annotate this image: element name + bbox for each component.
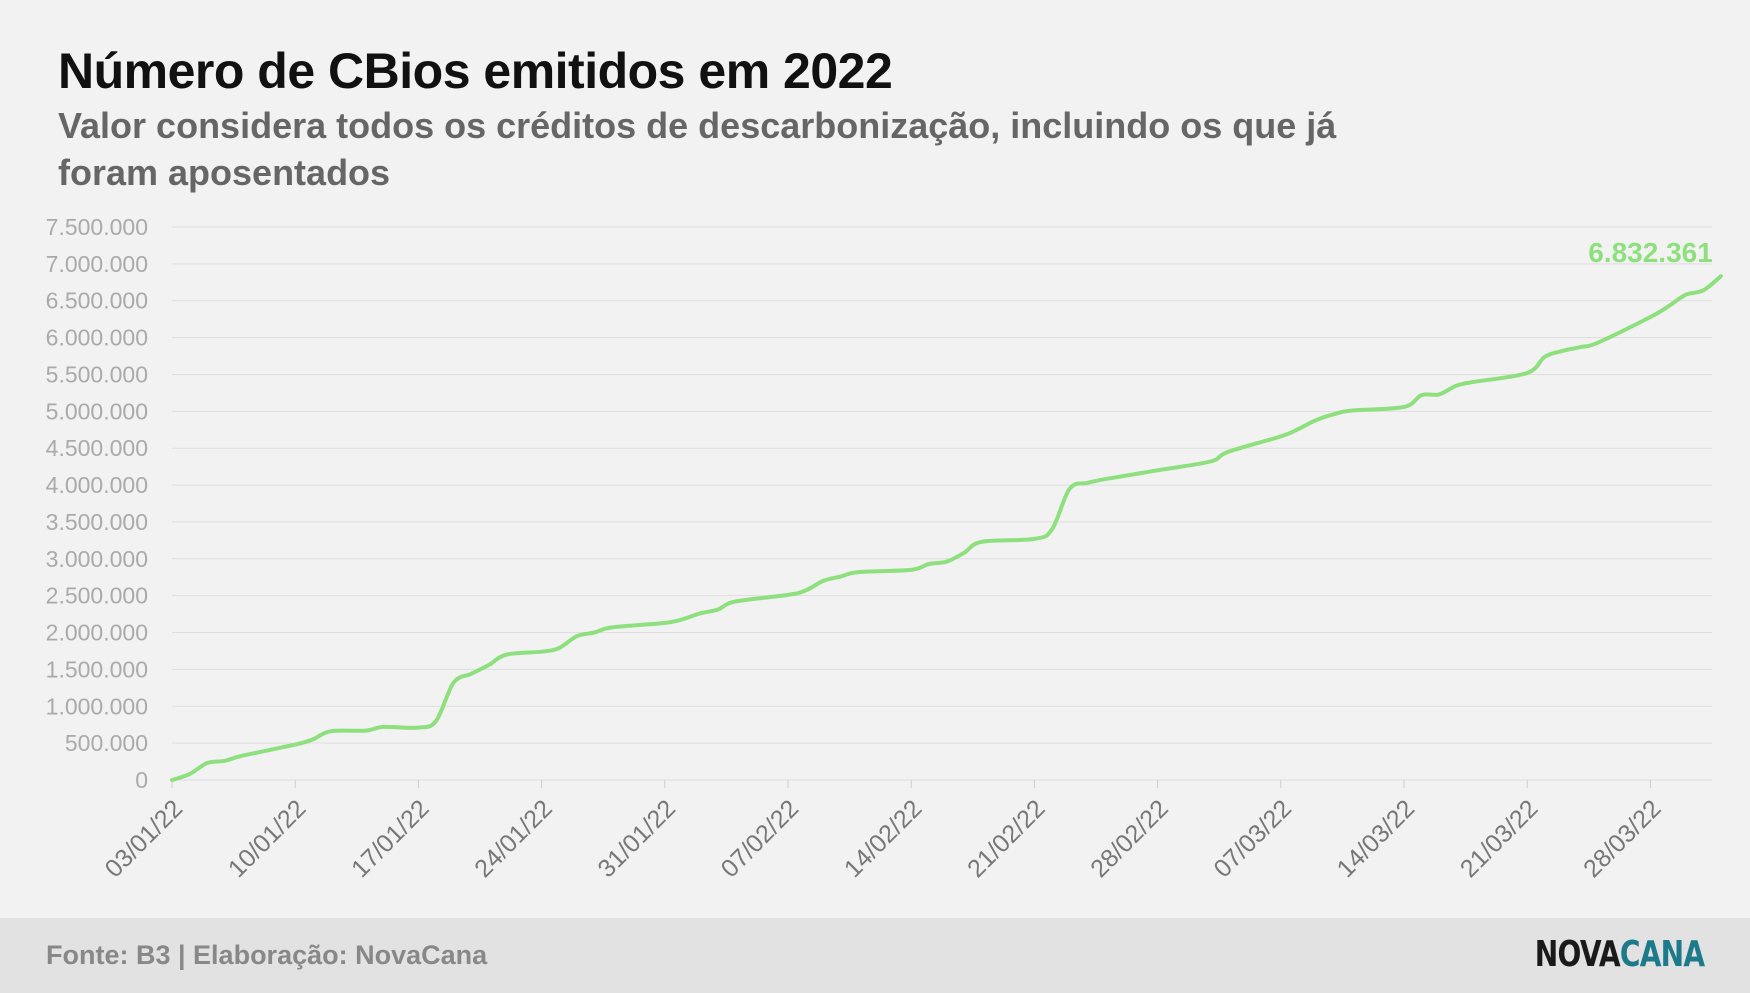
x-tick-label: 10/01/22	[223, 794, 312, 883]
source-credit: Fonte: B3 | Elaboração: NovaCana	[46, 940, 488, 970]
x-tick-label: 24/01/22	[469, 794, 558, 883]
x-tick-label: 14/02/22	[839, 794, 928, 883]
y-tick-label: 5.000.000	[46, 398, 148, 424]
x-tick-label: 21/03/22	[1455, 794, 1544, 883]
x-tick-label: 31/01/22	[592, 794, 681, 883]
grid-lines	[172, 226, 1712, 781]
y-tick-label: 7.000.000	[46, 251, 148, 277]
y-tick-label: 2.500.000	[46, 583, 148, 609]
x-tick-label: 28/02/22	[1085, 794, 1174, 883]
footer-bar: Fonte: B3 | Elaboração: NovaCana NOVACAN…	[0, 918, 1750, 993]
x-tick-label: 21/02/22	[962, 794, 1051, 883]
y-tick-label: 500.000	[65, 730, 148, 756]
x-tick-label: 07/03/22	[1208, 794, 1297, 883]
novacana-logo: NOVACANA	[1534, 934, 1704, 975]
y-tick-label: 3.000.000	[46, 546, 148, 572]
y-tick-label: 5.500.000	[46, 361, 148, 387]
x-tick-label: 28/03/22	[1578, 794, 1667, 883]
chart-title: Número de CBios emitidos em 2022	[58, 43, 893, 99]
y-tick-label: 2.000.000	[46, 620, 148, 646]
y-tick-label: 7.500.000	[46, 214, 148, 240]
y-tick-label: 6.000.000	[46, 325, 148, 351]
y-tick-label: 1.000.000	[46, 693, 148, 719]
y-tick-label: 6.500.000	[46, 288, 148, 314]
x-tick-label: 07/02/22	[716, 794, 805, 883]
y-tick-label: 4.500.000	[46, 435, 148, 461]
y-tick-label: 3.500.000	[46, 509, 148, 535]
line-chart: 0 500.000 1.000.000 1.500.000 2.000.000 2.500…	[46, 214, 1723, 883]
y-axis-ticks: 0 500.000 1.000.000 1.500.000 2.000.000 2.500…	[46, 214, 148, 793]
logo-text-part2: CANA	[1619, 934, 1705, 975]
series-layer	[170, 274, 1723, 782]
series-line	[170, 274, 1723, 782]
y-tick-label: 4.000.000	[46, 472, 148, 498]
x-tick-label: 17/01/22	[346, 794, 435, 883]
x-tick-label: 03/01/22	[100, 794, 189, 883]
x-axis-ticks: 03/01/22 10/01/22 17/01/22 24/01/22 31/01/22…	[100, 780, 1667, 883]
y-tick-label: 1.500.000	[46, 656, 148, 682]
logo-text-part1: NOVA	[1534, 934, 1620, 975]
chart-subtitle: Valor considera todos os créditos de des…	[58, 105, 1337, 193]
x-tick-label: 14/03/22	[1332, 794, 1421, 883]
annotation-layer: 6.832.361	[1588, 237, 1713, 268]
last-value-annotation: 6.832.361	[1588, 237, 1713, 268]
y-tick-label: 0	[135, 767, 148, 793]
